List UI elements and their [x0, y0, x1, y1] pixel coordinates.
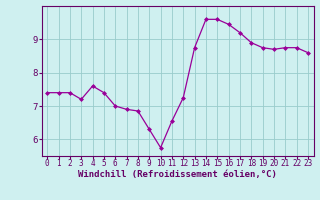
- X-axis label: Windchill (Refroidissement éolien,°C): Windchill (Refroidissement éolien,°C): [78, 170, 277, 179]
